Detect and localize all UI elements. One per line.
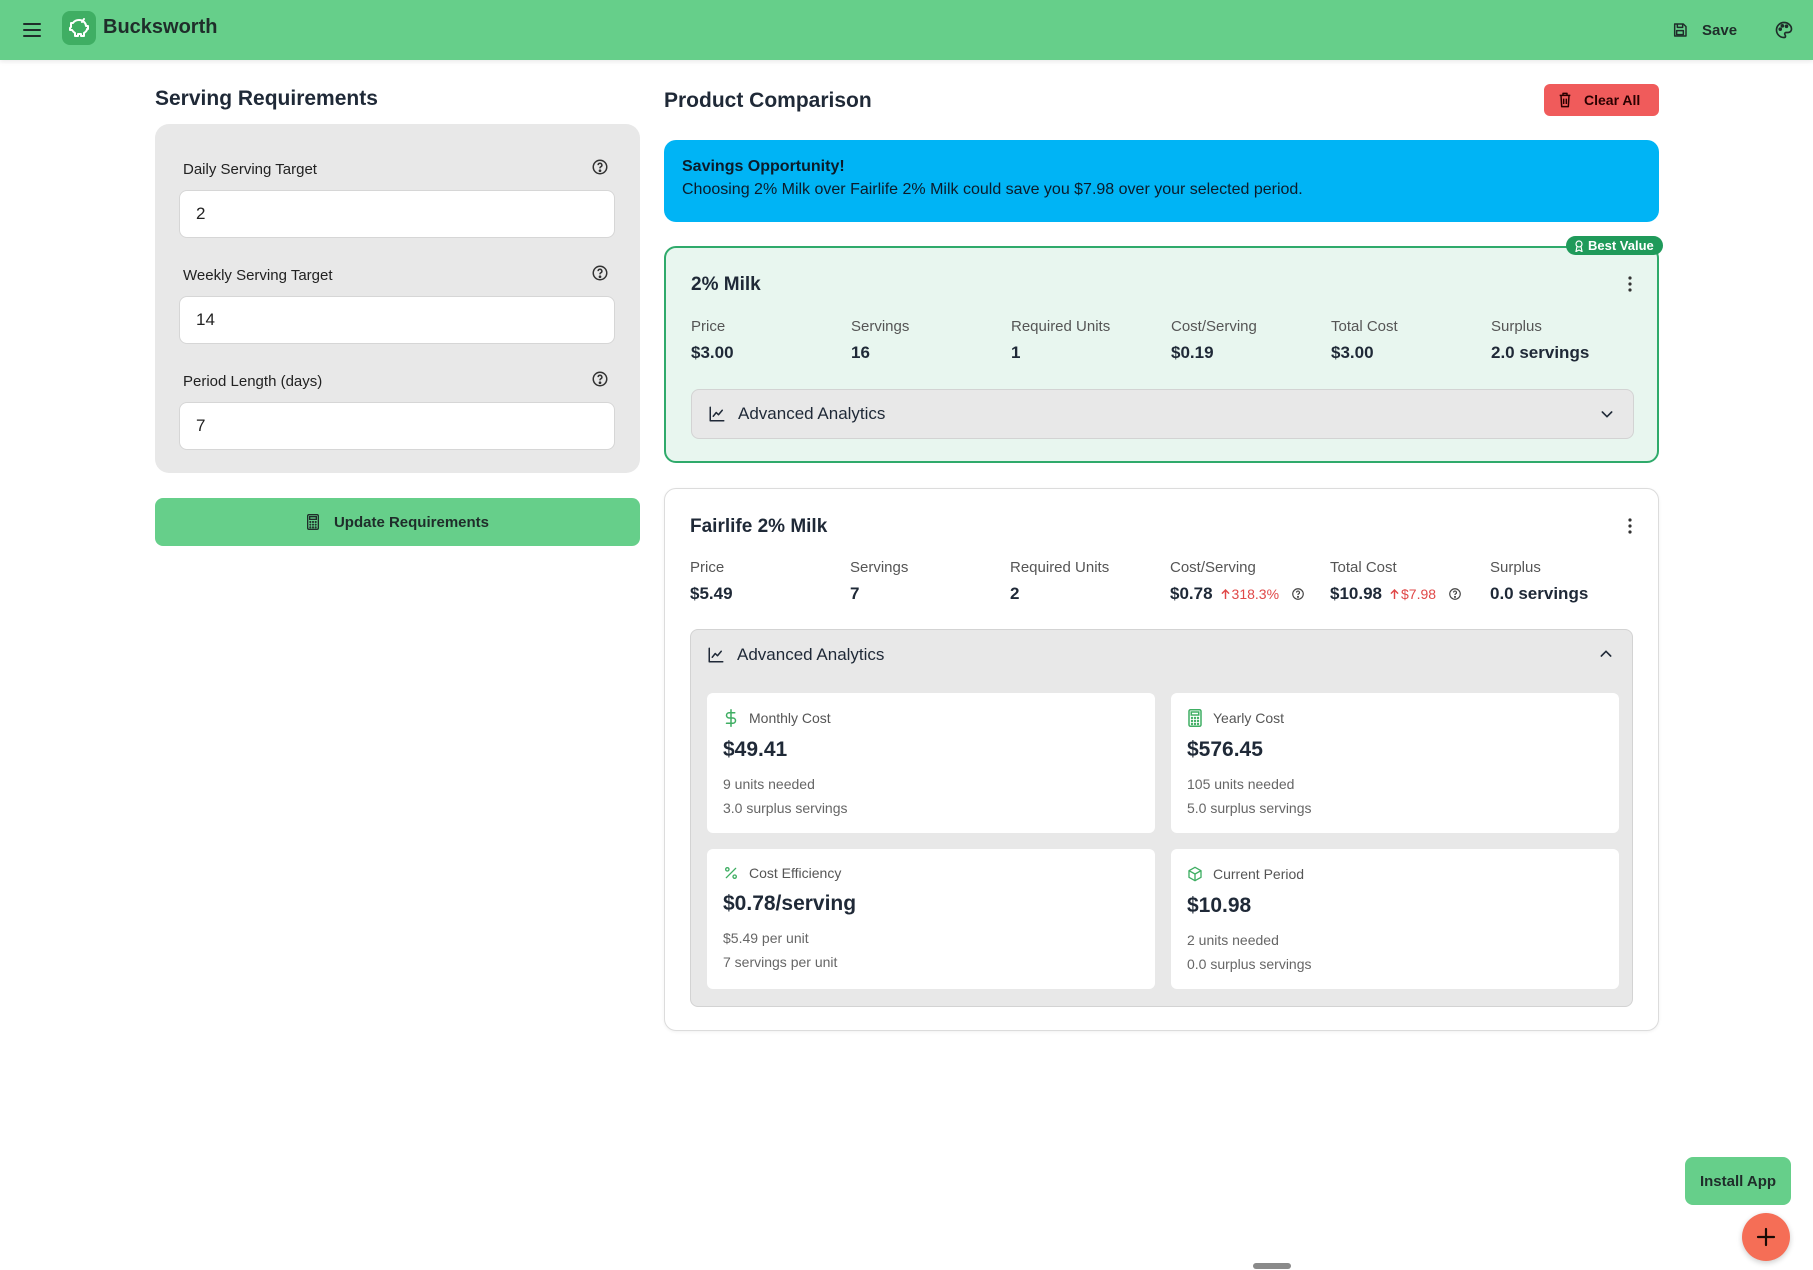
best-value-label: Best Value bbox=[1588, 238, 1654, 253]
add-product-button[interactable] bbox=[1742, 1213, 1790, 1261]
stat-price: Price $3.00 bbox=[691, 318, 734, 363]
arrow-up-icon bbox=[1390, 589, 1399, 600]
floppy-disk-icon bbox=[1672, 22, 1688, 38]
daily-serving-target-label: Daily Serving Target bbox=[183, 161, 317, 178]
stat-surplus: Surplus 2.0 servings bbox=[1491, 318, 1589, 363]
clear-all-label: Clear All bbox=[1584, 92, 1640, 108]
weekly-serving-target-label: Weekly Serving Target bbox=[183, 267, 333, 284]
help-circle-icon[interactable] bbox=[591, 158, 609, 176]
calculator-icon bbox=[306, 514, 320, 530]
piggy-bank-logo-icon bbox=[62, 11, 96, 45]
stat-cost-per-serving: Cost/Serving $0.78 318.3% bbox=[1170, 559, 1305, 604]
line-chart-icon bbox=[708, 405, 726, 423]
monthly-cost-tile: Monthly Cost $49.41 9 units needed 3.0 s… bbox=[707, 693, 1155, 833]
total-cost-increase: $7.98 bbox=[1390, 586, 1436, 602]
stat-total-cost: Total Cost $10.98 $7.98 bbox=[1330, 559, 1462, 604]
product-card-fairlife-2-percent-milk: Fairlife 2% Milk Price $5.49 Servings 7 Re… bbox=[664, 488, 1659, 1031]
update-requirements-button[interactable]: Update Requirements bbox=[155, 498, 640, 546]
savings-title: Savings Opportunity! bbox=[682, 158, 1641, 176]
serving-requirements-title: Serving Requirements bbox=[155, 87, 378, 111]
stat-required-units: Required Units 1 bbox=[1011, 318, 1110, 363]
cost-per-serving-increase: 318.3% bbox=[1221, 586, 1279, 602]
clear-all-button[interactable]: Clear All bbox=[1544, 84, 1659, 116]
yearly-cost-tile: Yearly Cost $576.45 105 units needed 5.0… bbox=[1171, 693, 1619, 833]
cost-efficiency-value: $0.78/serving bbox=[723, 892, 1139, 916]
palette-icon[interactable] bbox=[1770, 16, 1798, 44]
current-period-value: $10.98 bbox=[1187, 894, 1603, 918]
advanced-analytics-toggle[interactable]: Advanced Analytics bbox=[691, 389, 1634, 439]
app-brand: Bucksworth bbox=[103, 16, 217, 39]
product-comparison-title: Product Comparison bbox=[664, 89, 872, 113]
current-period-tile: Current Period $10.98 2 units needed 0.0… bbox=[1171, 849, 1619, 989]
chevron-down-icon bbox=[1599, 406, 1615, 422]
weekly-serving-target-input[interactable] bbox=[179, 296, 615, 344]
stat-servings: Servings 16 bbox=[851, 318, 909, 363]
stat-required-units: Required Units 2 bbox=[1010, 559, 1109, 604]
monthly-cost-value: $49.41 bbox=[723, 738, 1139, 762]
best-value-badge: Best Value bbox=[1566, 236, 1663, 255]
more-vertical-icon[interactable] bbox=[1620, 514, 1640, 538]
product-name: Fairlife 2% Milk bbox=[690, 516, 827, 538]
total-cost-value: $10.98 bbox=[1330, 584, 1382, 604]
savings-opportunity-alert: Savings Opportunity! Choosing 2% Milk ov… bbox=[664, 140, 1659, 222]
scroll-handle[interactable] bbox=[1253, 1263, 1291, 1269]
line-chart-icon bbox=[707, 646, 725, 664]
product-card-2-percent-milk: 2% Milk Price $3.00 Servings 16 Required U… bbox=[664, 246, 1659, 463]
period-length-input[interactable] bbox=[179, 402, 615, 450]
award-icon bbox=[1574, 240, 1584, 252]
stat-cost-per-serving: Cost/Serving $0.19 bbox=[1171, 318, 1257, 363]
trash-icon bbox=[1558, 92, 1572, 108]
advanced-analytics-label: Advanced Analytics bbox=[737, 645, 884, 665]
calculator-icon bbox=[1187, 709, 1203, 727]
advanced-analytics-panel: Advanced Analytics Monthly Cost $49.41 9… bbox=[690, 629, 1633, 1007]
install-app-button[interactable]: Install App bbox=[1685, 1157, 1791, 1205]
advanced-analytics-label: Advanced Analytics bbox=[738, 404, 885, 424]
product-name: 2% Milk bbox=[691, 274, 761, 296]
requirements-panel: Daily Serving Target Weekly Serving Targ… bbox=[155, 124, 640, 473]
stat-servings: Servings 7 bbox=[850, 559, 908, 604]
arrow-up-icon bbox=[1221, 589, 1230, 600]
period-length-label: Period Length (days) bbox=[183, 373, 322, 390]
top-app-bar: Bucksworth Save bbox=[0, 0, 1813, 60]
chevron-up-icon bbox=[1598, 646, 1614, 662]
cost-efficiency-tile: Cost Efficiency $0.78/serving $5.49 per … bbox=[707, 849, 1155, 989]
help-circle-icon[interactable] bbox=[591, 370, 609, 388]
plus-icon bbox=[1756, 1227, 1776, 1247]
advanced-analytics-toggle[interactable]: Advanced Analytics bbox=[691, 630, 1632, 680]
menu-icon[interactable] bbox=[18, 16, 46, 44]
stat-surplus: Surplus 0.0 servings bbox=[1490, 559, 1588, 604]
dollar-icon bbox=[723, 709, 739, 727]
help-circle-icon[interactable] bbox=[591, 264, 609, 282]
stat-total-cost: Total Cost $3.00 bbox=[1331, 318, 1398, 363]
help-circle-icon[interactable] bbox=[1291, 587, 1305, 601]
save-button[interactable]: Save bbox=[1668, 14, 1741, 46]
more-vertical-icon[interactable] bbox=[1620, 272, 1640, 296]
help-circle-icon[interactable] bbox=[1448, 587, 1462, 601]
cost-per-serving-value: $0.78 bbox=[1170, 584, 1213, 604]
savings-text: Choosing 2% Milk over Fairlife 2% Milk c… bbox=[682, 181, 1641, 199]
update-requirements-label: Update Requirements bbox=[334, 514, 489, 531]
stat-price: Price $5.49 bbox=[690, 559, 733, 604]
daily-serving-target-input[interactable] bbox=[179, 190, 615, 238]
save-button-label: Save bbox=[1702, 22, 1737, 39]
yearly-cost-value: $576.45 bbox=[1187, 738, 1603, 762]
box-icon bbox=[1187, 865, 1203, 883]
percent-icon bbox=[723, 865, 739, 881]
